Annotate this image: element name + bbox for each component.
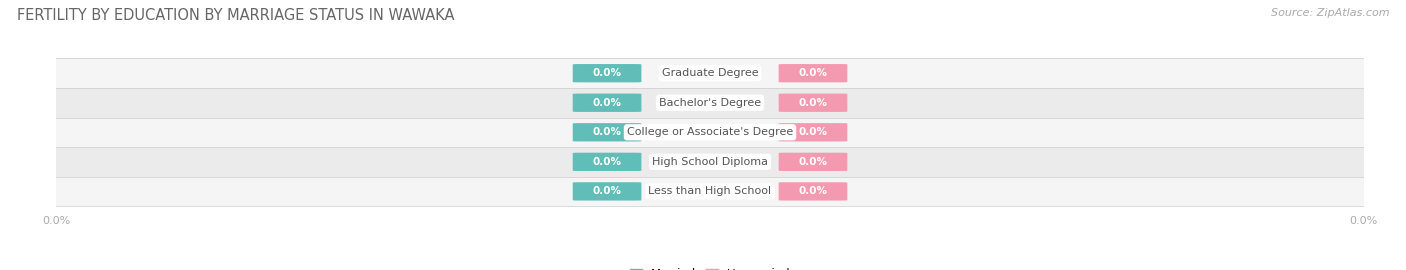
- Text: 0.0%: 0.0%: [592, 186, 621, 196]
- Text: Source: ZipAtlas.com: Source: ZipAtlas.com: [1271, 8, 1389, 18]
- Text: College or Associate's Degree: College or Associate's Degree: [627, 127, 793, 137]
- Text: High School Diploma: High School Diploma: [652, 157, 768, 167]
- Text: 0.0%: 0.0%: [592, 127, 621, 137]
- FancyBboxPatch shape: [779, 123, 848, 141]
- Bar: [56, 88, 1364, 117]
- Text: 0.0%: 0.0%: [799, 186, 828, 196]
- Text: 0.0%: 0.0%: [592, 157, 621, 167]
- FancyBboxPatch shape: [572, 123, 641, 141]
- Bar: [56, 117, 1364, 147]
- Text: Graduate Degree: Graduate Degree: [662, 68, 758, 78]
- FancyBboxPatch shape: [779, 64, 848, 82]
- FancyBboxPatch shape: [572, 64, 641, 82]
- Text: 0.0%: 0.0%: [799, 68, 828, 78]
- Text: FERTILITY BY EDUCATION BY MARRIAGE STATUS IN WAWAKA: FERTILITY BY EDUCATION BY MARRIAGE STATU…: [17, 8, 454, 23]
- Legend: Married, Unmarried: Married, Unmarried: [626, 264, 794, 270]
- FancyBboxPatch shape: [572, 153, 641, 171]
- Text: 0.0%: 0.0%: [799, 157, 828, 167]
- FancyBboxPatch shape: [572, 94, 641, 112]
- Text: Less than High School: Less than High School: [648, 186, 772, 196]
- Bar: [56, 58, 1364, 88]
- Text: 0.0%: 0.0%: [592, 98, 621, 108]
- FancyBboxPatch shape: [779, 153, 848, 171]
- Text: 0.0%: 0.0%: [592, 68, 621, 78]
- FancyBboxPatch shape: [572, 182, 641, 201]
- Text: 0.0%: 0.0%: [799, 127, 828, 137]
- Text: Bachelor's Degree: Bachelor's Degree: [659, 98, 761, 108]
- Bar: [56, 147, 1364, 177]
- Text: 0.0%: 0.0%: [799, 98, 828, 108]
- Bar: [56, 177, 1364, 206]
- FancyBboxPatch shape: [779, 94, 848, 112]
- FancyBboxPatch shape: [779, 182, 848, 201]
